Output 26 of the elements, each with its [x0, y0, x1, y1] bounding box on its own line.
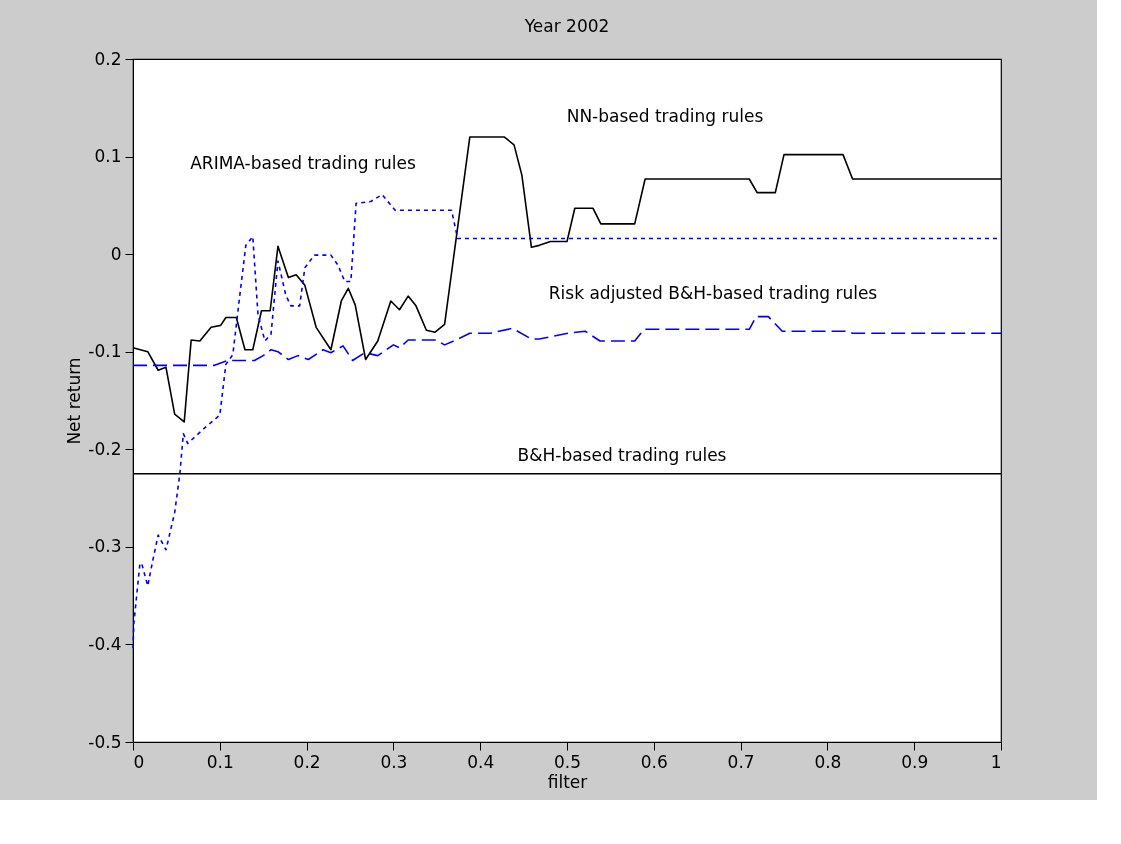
x-axis-title: filter: [547, 771, 588, 792]
text: ARIMA-based trading rules: [190, 153, 416, 173]
y-axis-title: Net return: [64, 357, 85, 445]
y-tick-label: -0.5: [88, 731, 122, 752]
x-tick-label: 0.4: [467, 751, 495, 772]
x-tick-label: 0.3: [380, 751, 408, 772]
text: NN-based trading rules: [566, 106, 764, 126]
x-tick-label: 0.7: [727, 751, 755, 772]
x-tick-label: 0.6: [640, 751, 668, 772]
y-tick-label: -0.3: [88, 536, 122, 557]
y-tick-label: 0.1: [94, 146, 122, 167]
y-tick-label: -0.1: [88, 341, 122, 362]
x-tick-label: 0: [133, 751, 145, 772]
ref-line-label: B&H-based trading rules: [517, 444, 727, 465]
x-tick-label: 0.9: [901, 751, 929, 772]
y-tick-label: -0.4: [88, 633, 122, 654]
chart-title: Year 2002: [523, 16, 610, 36]
y-tick-label: 0.2: [94, 48, 122, 69]
x-tick-label: 0.1: [206, 751, 234, 772]
x-tick-label: 0.5: [553, 751, 582, 772]
x-tick-label: 1: [990, 751, 1002, 772]
x-tick-label: 0.2: [293, 751, 321, 772]
series-label: Risk adjusted B&H-based trading rules: [548, 283, 878, 303]
x-tick-label: 0.8: [814, 751, 842, 772]
y-tick-label: -0.2: [88, 438, 122, 459]
y-tick-label: 0: [110, 243, 122, 264]
